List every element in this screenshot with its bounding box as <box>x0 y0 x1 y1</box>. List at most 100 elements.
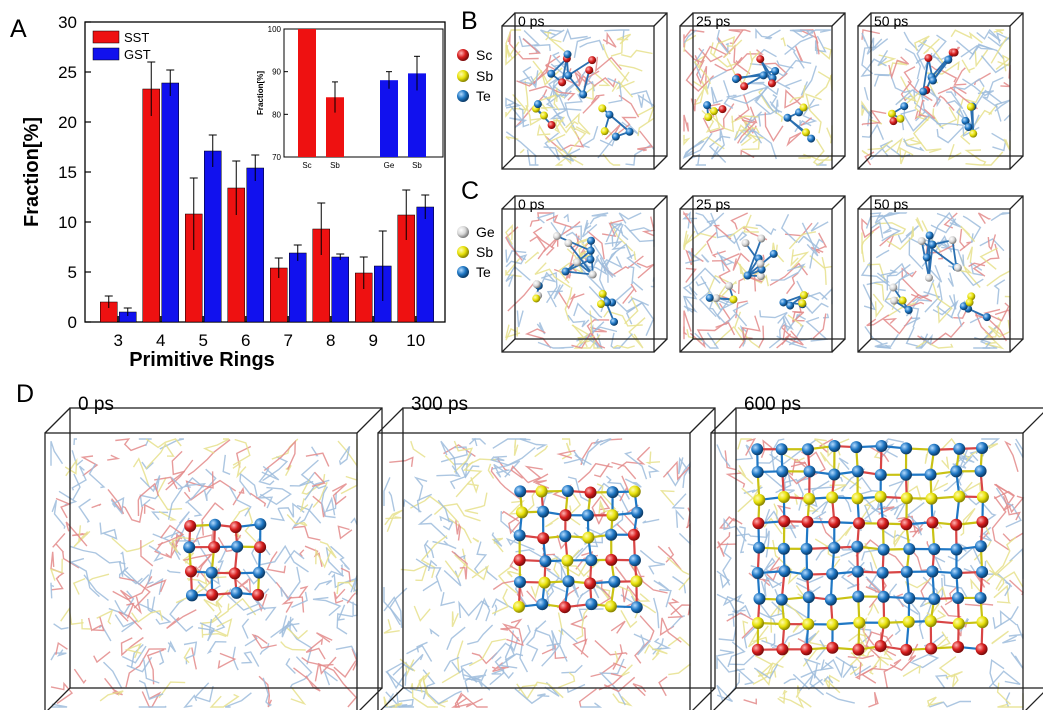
amorphous-bond-path <box>73 438 77 446</box>
amorphous-bond-path <box>286 514 308 527</box>
amorphous-bond-path <box>263 439 296 472</box>
amorphous-bond-path <box>856 561 874 574</box>
amorphous-bond-path <box>118 611 143 630</box>
amorphous-bond-path <box>902 136 922 146</box>
amorphous-bond-path <box>919 211 958 243</box>
x-axis-label: Primitive Rings <box>129 349 275 371</box>
amorphous-bond-path <box>280 641 306 651</box>
x-tick-label: 9 <box>369 331 378 350</box>
amorphous-bond-path <box>903 31 919 52</box>
bond <box>582 69 591 95</box>
amorphous-bond-path <box>545 85 564 109</box>
amorphous-bond-path <box>324 492 337 516</box>
sb-atom <box>561 554 574 567</box>
amorphous-bond-path <box>468 437 478 447</box>
amorphous-bond-path <box>620 228 629 241</box>
amorphous-bond-path <box>915 54 947 69</box>
amorphous-bond-path <box>534 445 549 458</box>
amorphous-bond-path <box>251 633 277 649</box>
amorphous-bond-path <box>505 535 535 551</box>
inset-y-axis-label: Fraction[%] <box>256 71 265 115</box>
te-atom <box>205 566 218 579</box>
amorphous-bond-path <box>786 272 799 295</box>
amorphous-bond-path <box>114 599 128 617</box>
amorphous-bond-path <box>53 623 69 630</box>
te-atom <box>877 543 890 556</box>
inset-bonding-chart: 70 80 90 100 Sc Sb Ge Sb Fraction[%] <box>256 25 444 170</box>
sc-atom <box>889 117 898 126</box>
amorphous-bond-path <box>624 451 648 480</box>
amorphous-bond-path <box>659 617 682 643</box>
amorphous-bond-path <box>907 80 933 102</box>
amorphous-bond-path <box>752 655 774 685</box>
sb-atom <box>965 298 974 307</box>
amorphous-bond-path <box>544 31 552 41</box>
amorphous-bond-path <box>735 528 768 539</box>
te-atom <box>564 71 573 80</box>
amorphous-bond-path <box>599 658 626 706</box>
te-atom <box>608 575 621 588</box>
te-atom <box>924 468 937 481</box>
amorphous-bond-path <box>885 296 899 311</box>
amorphous-bond-path <box>863 87 869 101</box>
amorphous-bond-path <box>770 438 785 471</box>
amorphous-bond-path <box>805 93 822 134</box>
amorphous-bond-path <box>490 466 522 501</box>
amorphous-bond-path <box>166 569 181 574</box>
amorphous-bond-path <box>557 221 581 247</box>
amorphous-bond-path <box>800 661 835 678</box>
amorphous-bond-path <box>305 637 326 660</box>
amorphous-bond-path <box>501 510 520 522</box>
amorphous-bond-path <box>184 477 204 488</box>
amorphous-bond-path <box>147 596 156 614</box>
amorphous-bond-path <box>241 618 250 639</box>
amorphous-bond-path <box>122 645 147 664</box>
amorphous-bond-path <box>957 266 973 274</box>
amorphous-bond-path <box>555 117 579 134</box>
amorphous-bond-path <box>293 525 321 541</box>
te-atom <box>775 593 788 606</box>
legend-c-te: Te <box>476 264 491 280</box>
ge-atom <box>564 239 573 248</box>
snapshot-frame: 0 ps <box>501 195 668 353</box>
amorphous-bond-path <box>557 262 571 284</box>
amorphous-bond-path <box>565 231 585 244</box>
te-atom <box>625 127 634 136</box>
amorphous-bond-path <box>471 438 487 445</box>
panel-label-a: A <box>10 15 27 43</box>
amorphous-bond-path <box>170 511 190 539</box>
sc-atom <box>756 55 765 64</box>
amorphous-bond-path <box>570 615 588 626</box>
sb-atom <box>512 600 525 613</box>
amorphous-bond-path <box>821 494 852 514</box>
amorphous-bond-path <box>933 555 946 571</box>
amorphous-bond-path <box>580 702 603 708</box>
amorphous-bond-path <box>191 647 197 670</box>
sb-atom <box>798 299 807 308</box>
amorphous-bond-path <box>576 600 595 640</box>
amorphous-bond-path <box>683 295 698 314</box>
amorphous-bond-path <box>311 471 326 487</box>
amorphous-bond-path <box>612 344 635 349</box>
amorphous-bond-path <box>209 693 240 708</box>
amorphous-bond-path <box>278 618 298 635</box>
sc-atom <box>900 643 913 656</box>
amorphous-bond-path <box>713 224 732 240</box>
amorphous-bond-path <box>740 149 755 159</box>
amorphous-bond-path <box>814 232 828 252</box>
amorphous-bond-path <box>316 632 333 643</box>
amorphous-bond-path <box>432 540 457 550</box>
cell-back-face <box>69 407 383 689</box>
amorphous-bond-path <box>509 636 519 653</box>
amorphous-bond-path <box>882 316 913 335</box>
bond <box>928 244 934 278</box>
cell-front-face <box>377 432 691 710</box>
bond <box>921 240 959 269</box>
amorphous-bond-path <box>678 532 691 546</box>
amorphous-bond-path <box>803 657 824 686</box>
amorphous-bond-path <box>145 442 175 470</box>
amorphous-bond-path <box>406 644 433 662</box>
amorphous-bond-path <box>125 648 167 688</box>
amorphous-bond-path <box>246 606 277 621</box>
snapshot-time-label: 25 ps <box>696 13 730 29</box>
